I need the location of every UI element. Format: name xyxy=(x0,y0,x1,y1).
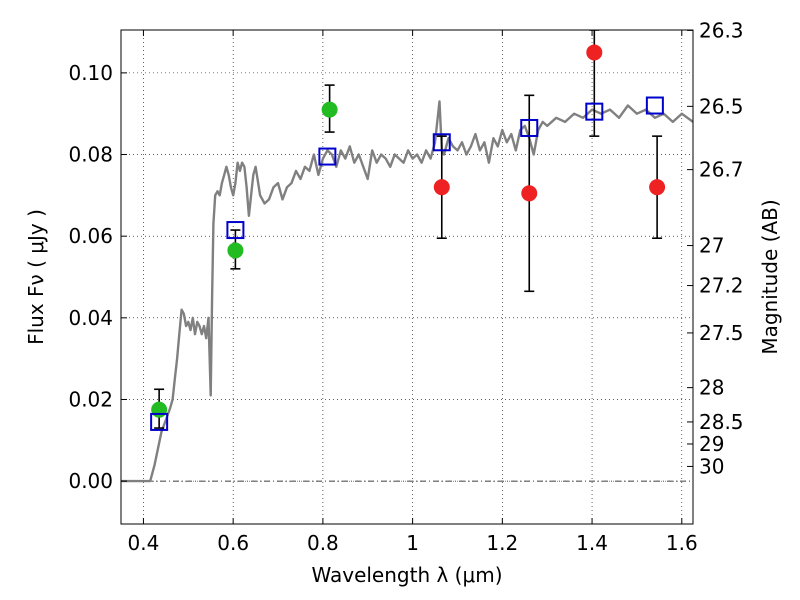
red-data-point xyxy=(586,44,603,61)
y-tick-label: 0.02 xyxy=(68,387,113,411)
mag-tick-label: 29 xyxy=(699,432,724,456)
y-axis-label: Flux Fν ( μJy ) xyxy=(24,209,48,345)
mag-tick-label: 28 xyxy=(699,376,724,400)
mag-tick-label: 26.7 xyxy=(699,158,744,182)
y-tick-label: 0.10 xyxy=(68,61,113,85)
x-tick-label: 0.8 xyxy=(307,531,339,555)
axis-ticks: 0.4 0.6 0.8 1 1.2 1.4 1.6 0.00 0.02 0.04 0.06 0.08 0… xyxy=(68,18,743,555)
y-tick-label: 0.00 xyxy=(68,469,113,493)
grid xyxy=(121,30,693,524)
mag-tick-label: 27.2 xyxy=(699,274,744,298)
x-tick-label: 1.2 xyxy=(486,531,518,555)
x-tick-label: 1.4 xyxy=(576,531,608,555)
mag-tick-label: 27.5 xyxy=(699,321,744,345)
red-data-point xyxy=(433,179,450,196)
series-layer xyxy=(121,30,694,483)
green-data-point xyxy=(227,242,244,259)
x-tick-label: 0.6 xyxy=(217,531,249,555)
model-point-square xyxy=(585,102,604,121)
model-point-square xyxy=(226,221,245,240)
plot-frame xyxy=(120,29,694,525)
x-axis-label: Wavelength λ (μm) xyxy=(311,563,502,587)
mag-tick-label: 26.5 xyxy=(699,94,744,118)
model-point-square xyxy=(432,133,451,152)
y-tick-label: 0.04 xyxy=(68,306,113,330)
model-point-square xyxy=(318,147,337,166)
mag-tick-label: 30 xyxy=(699,454,724,478)
x-tick-label: 1 xyxy=(406,531,419,555)
mag-tick-label: 28.5 xyxy=(699,410,744,434)
red-data-point xyxy=(521,185,538,202)
y-tick-label: 0.08 xyxy=(68,143,113,167)
model-point-square xyxy=(645,96,664,115)
y2-axis-label: Magnitude (AB) xyxy=(758,199,782,354)
green-data-point xyxy=(151,401,168,418)
model-spectrum-line xyxy=(121,100,694,483)
model-point-square xyxy=(520,118,539,137)
x-tick-label: 0.4 xyxy=(128,531,160,555)
mag-tick-label: 26.3 xyxy=(699,18,744,42)
x-tick-label: 1.6 xyxy=(666,531,698,555)
mag-tick-label: 27 xyxy=(699,234,724,258)
red-data-point xyxy=(649,179,666,196)
green-data-point xyxy=(321,101,338,118)
y-tick-label: 0.06 xyxy=(68,224,113,248)
model-point-square xyxy=(150,412,169,431)
